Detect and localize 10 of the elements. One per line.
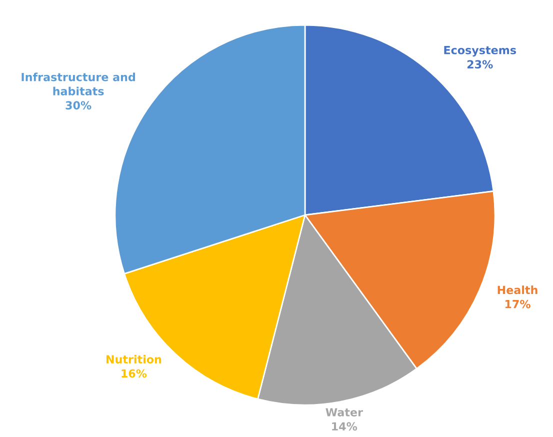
data-label: 23%	[467, 60, 493, 69]
slice-label: Infrastructure and habitats	[22, 72, 135, 96]
slice-label: Water	[326, 408, 363, 416]
data-label: 30%	[66, 101, 92, 110]
slice-label: Nutrition	[106, 354, 162, 364]
data-label: 14%	[332, 422, 358, 431]
slice-label: Health	[498, 286, 538, 294]
data-label: 17%	[505, 300, 530, 308]
slice-label: Ecosystems	[444, 46, 516, 57]
data-label: 16%	[122, 369, 147, 378]
